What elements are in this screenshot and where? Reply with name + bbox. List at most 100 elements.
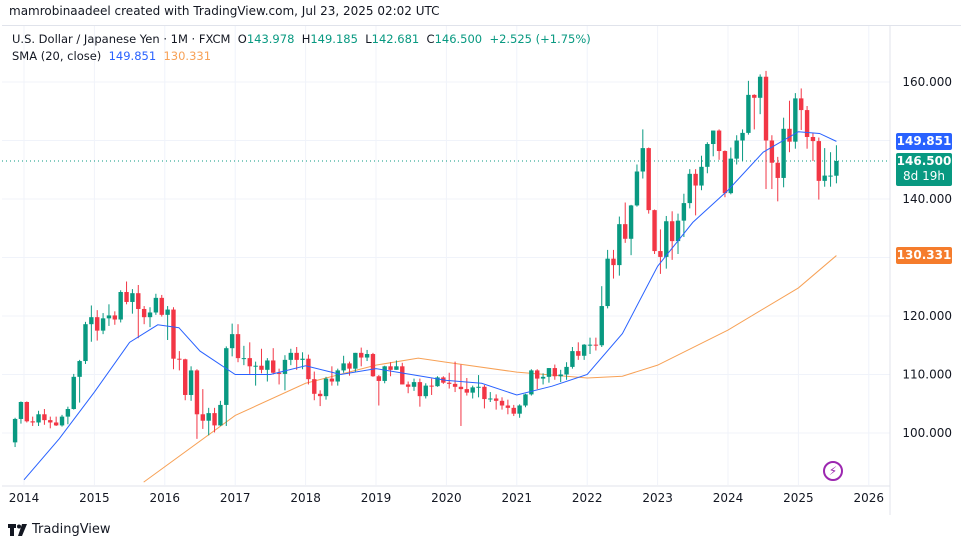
candle-body	[488, 398, 493, 400]
candle	[229, 323, 235, 357]
candle	[317, 390, 323, 407]
candle-body	[253, 365, 258, 367]
sma-label[interactable]: SMA (20, close)	[12, 49, 102, 63]
candle-body	[206, 413, 211, 421]
lightning-icon: ⚡	[828, 464, 838, 478]
tradingview-logo[interactable]: TradingView	[8, 522, 111, 537]
candle-body	[36, 414, 41, 423]
candle-body	[405, 384, 411, 387]
candle-body	[200, 414, 206, 421]
candle	[816, 137, 822, 200]
candle-body	[816, 141, 822, 181]
sma20-line	[23, 131, 837, 481]
candle	[470, 385, 475, 399]
candle-body	[587, 344, 593, 346]
x-tick-label: 2023	[642, 491, 673, 505]
candle	[752, 94, 757, 130]
symbol-label[interactable]: U.S. Dollar / Japanese Yen · 1M · FXCM	[12, 32, 231, 46]
candle	[822, 148, 827, 187]
candle-body	[693, 173, 698, 186]
candle-body	[48, 420, 53, 423]
candle-body	[570, 351, 575, 367]
candle	[810, 132, 816, 161]
flash-button[interactable]: ⚡	[823, 461, 843, 481]
candle	[505, 399, 511, 415]
candle	[458, 364, 464, 426]
candle	[411, 378, 417, 391]
candle	[763, 70, 769, 190]
candle-body	[628, 205, 634, 239]
candle	[341, 355, 346, 373]
x-tick-label: 2024	[713, 491, 744, 505]
candle	[288, 348, 294, 366]
candle-body	[834, 160, 839, 176]
candle-body	[728, 158, 734, 194]
candle-body	[617, 224, 622, 266]
candle	[364, 349, 370, 362]
candle	[488, 392, 493, 402]
candle-body	[699, 166, 704, 186]
candle-body	[599, 306, 604, 346]
candle	[587, 337, 593, 355]
candle	[716, 129, 722, 160]
candle-body	[323, 378, 329, 397]
candle	[417, 378, 423, 407]
candle	[757, 74, 763, 115]
candle	[705, 142, 710, 174]
candle	[476, 375, 481, 398]
candle	[265, 358, 270, 382]
candle-body	[810, 136, 816, 142]
candle-body	[793, 98, 798, 142]
candle	[188, 366, 194, 401]
candle	[558, 369, 563, 383]
candle-body	[53, 422, 59, 426]
close-value: 146.500	[434, 32, 483, 46]
candle-body	[30, 421, 35, 423]
candle	[658, 229, 663, 274]
candle-body	[476, 386, 481, 388]
candle-body	[640, 148, 646, 172]
candle-body	[675, 220, 681, 242]
candle	[141, 306, 147, 325]
last-price-label: 146.500 8d 19h	[896, 153, 952, 186]
candle	[171, 307, 176, 370]
candle	[581, 344, 587, 360]
tv-logo-icon	[8, 523, 27, 536]
x-tick-label: 2020	[431, 491, 462, 505]
candle-body	[781, 128, 786, 178]
candle	[576, 342, 581, 360]
candle	[200, 389, 206, 429]
candle-body	[42, 414, 47, 421]
candle-body	[775, 162, 780, 178]
candle	[511, 404, 516, 417]
candle	[423, 383, 428, 399]
candle-body	[153, 297, 159, 313]
candle	[687, 169, 692, 209]
candle-body	[112, 315, 118, 320]
candle-body	[470, 387, 475, 393]
candle	[640, 129, 646, 179]
candle	[722, 150, 728, 198]
candle	[294, 347, 299, 370]
candle-body	[59, 416, 65, 426]
candle	[711, 130, 716, 157]
candle-body	[159, 297, 164, 315]
candle-body	[12, 418, 18, 443]
candle	[89, 305, 94, 342]
candle-body	[335, 370, 340, 382]
candle	[259, 348, 264, 374]
x-tick-label: 2018	[290, 491, 321, 505]
candle	[675, 213, 681, 254]
x-tick-label: 2022	[572, 491, 603, 505]
candle	[523, 393, 528, 408]
candle	[53, 416, 59, 426]
candle	[147, 307, 153, 328]
candle-body	[300, 358, 305, 360]
candle-body	[18, 401, 24, 419]
candle-body	[124, 292, 129, 302]
candle-body	[194, 370, 200, 415]
candle	[482, 385, 487, 409]
candle	[834, 145, 839, 184]
candle-body	[652, 210, 657, 252]
